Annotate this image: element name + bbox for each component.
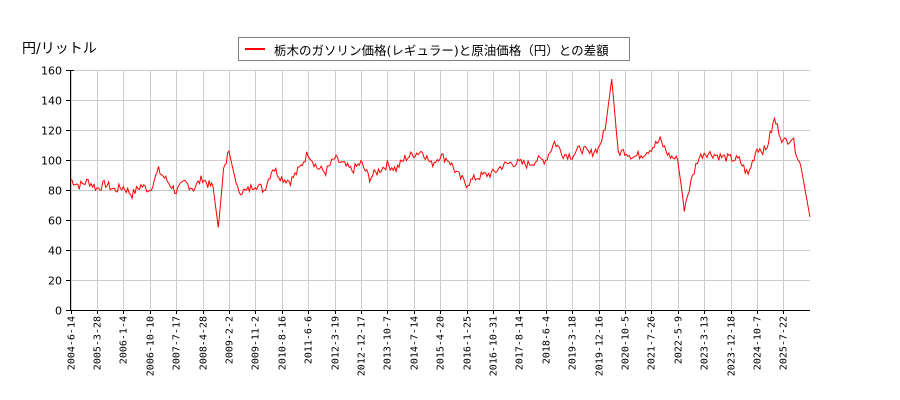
x-tick-label: 2023-12-18 bbox=[727, 316, 738, 376]
legend-line-swatch bbox=[245, 48, 265, 50]
x-tick-label: 2019-12-16 bbox=[595, 316, 606, 376]
x-tick-label: 2022-5-9 bbox=[674, 316, 685, 364]
y-tick-label: 20 bbox=[48, 275, 62, 288]
y-axis-unit-label: 円/リットル bbox=[22, 41, 97, 57]
x-tick-label: 2025-7-22 bbox=[779, 316, 790, 370]
x-tick-label: 2016-1-25 bbox=[463, 316, 474, 370]
x-tick-label: 2019-3-18 bbox=[568, 316, 579, 370]
x-tick-label: 2015-4-20 bbox=[436, 316, 447, 370]
y-tick-label: 40 bbox=[48, 245, 62, 258]
x-tick-label: 2009-2-2 bbox=[225, 316, 236, 364]
x-tick-label: 2009-11-2 bbox=[251, 316, 262, 370]
x-tick-label: 2005-3-28 bbox=[93, 316, 104, 370]
x-tick-label: 2018-6-4 bbox=[542, 316, 553, 364]
y-axis-ticks: 0 20 40 60 80 100 120 140 160 bbox=[41, 65, 70, 318]
y-tick-label: 120 bbox=[41, 125, 62, 138]
legend-label: 栃木のガソリン価格(レギュラー)と原油価格（円）との差額 bbox=[274, 42, 609, 58]
x-tick-label: 2012-12-17 bbox=[357, 316, 368, 376]
x-tick-label: 2007-7-17 bbox=[172, 316, 183, 370]
y-tick-label: 0 bbox=[55, 305, 62, 318]
x-tick-label: 2006-10-10 bbox=[146, 316, 157, 376]
y-tick-label: 100 bbox=[41, 155, 62, 168]
y-tick-label: 80 bbox=[48, 185, 62, 198]
x-tick-label: 2011-6-6 bbox=[304, 316, 315, 364]
x-tick-label: 2006-1-4 bbox=[119, 316, 130, 364]
x-tick-label: 2017-8-14 bbox=[515, 316, 526, 370]
x-tick-label: 2004-6-14 bbox=[67, 316, 78, 370]
x-axis-ticks: 2004-6-14 2005-3-28 2006-1-4 2006-10-10 2007… bbox=[67, 310, 790, 376]
x-tick-label: 2020-10-5 bbox=[621, 316, 632, 370]
x-tick-label: 2010-8-16 bbox=[278, 316, 289, 370]
x-tick-label: 2008-4-28 bbox=[199, 316, 210, 370]
grid-lines bbox=[70, 70, 810, 310]
x-tick-label: 2023-3-13 bbox=[700, 316, 711, 370]
x-tick-label: 2021-7-26 bbox=[647, 316, 658, 370]
x-tick-label: 2014-7-14 bbox=[410, 316, 421, 370]
x-tick-label: 2016-10-31 bbox=[489, 316, 500, 376]
x-tick-label: 2024-10-7 bbox=[753, 316, 764, 370]
x-tick-label: 2013-10-7 bbox=[383, 316, 394, 370]
x-tick-label: 2012-3-19 bbox=[331, 316, 342, 370]
y-tick-label: 160 bbox=[41, 65, 62, 78]
y-tick-label: 140 bbox=[41, 95, 62, 108]
price-difference-line bbox=[70, 78, 811, 228]
chart-legend: 栃木のガソリン価格(レギュラー)と原油価格（円）との差額 bbox=[238, 37, 630, 61]
y-tick-label: 60 bbox=[48, 215, 62, 228]
